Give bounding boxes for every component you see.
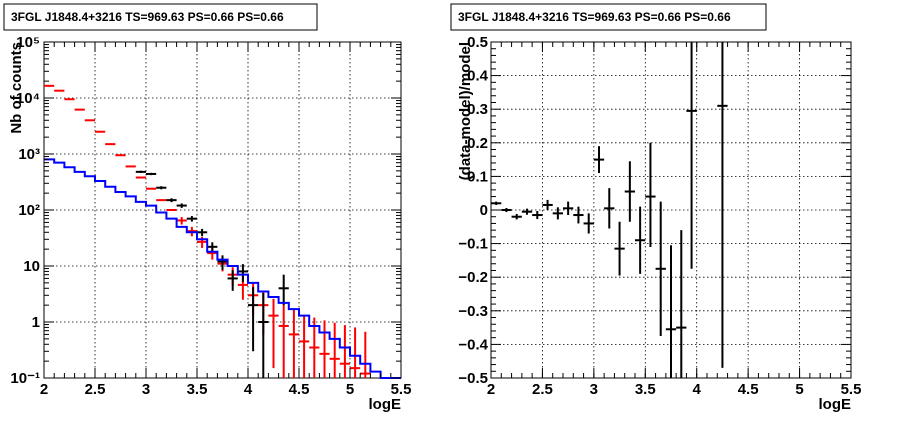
data-point bbox=[186, 216, 197, 222]
data-point bbox=[583, 213, 594, 234]
x-tick-label: 4 bbox=[244, 381, 253, 398]
data-point bbox=[278, 304, 289, 378]
data-point bbox=[501, 207, 512, 213]
y-tick-label: −0.4 bbox=[458, 336, 488, 353]
y-tick-label: 0 bbox=[480, 202, 488, 219]
x-axis-label: logE bbox=[819, 396, 852, 413]
y-tick-label: 0.1 bbox=[467, 168, 488, 185]
data-point bbox=[176, 203, 187, 208]
data-point bbox=[676, 230, 687, 378]
data-point bbox=[350, 327, 361, 378]
data-point bbox=[593, 146, 605, 174]
data-point bbox=[511, 214, 522, 220]
y-tick-label: 0.3 bbox=[467, 101, 488, 118]
data-point bbox=[278, 274, 289, 306]
x-tick-label: 3.5 bbox=[635, 381, 656, 398]
y-tick-label: 10⁴ bbox=[16, 90, 40, 107]
x-tick-label: 3 bbox=[142, 381, 150, 398]
data-point bbox=[146, 172, 157, 176]
data-point bbox=[521, 208, 533, 215]
chart-title: 3FGL J1848.4+3216 TS=969.63 PS=0.66 PS=0… bbox=[458, 10, 731, 24]
data-point bbox=[197, 228, 208, 237]
x-tick-label: 2 bbox=[487, 381, 495, 398]
x-tick-label: 3.5 bbox=[187, 381, 208, 398]
residuals-panel: 2 2.5 3 3.5 4 4.5 5 5.5 −0.5 −0.4 −0.3 −0.2 −0.1 0 0.1… bbox=[450, 3, 862, 413]
data-point bbox=[665, 245, 677, 378]
y-tick-label: 10³ bbox=[18, 146, 40, 163]
x-tick-label: 4.5 bbox=[738, 381, 759, 398]
y-tick-label: 10 bbox=[23, 258, 40, 275]
y-tick-label: 10⁻¹ bbox=[10, 370, 40, 387]
data-point bbox=[309, 317, 320, 378]
y-tick-label: −0.1 bbox=[458, 236, 488, 253]
y-axis-label: (data-model)/model bbox=[457, 42, 474, 180]
data-point bbox=[542, 199, 553, 210]
x-tick-label: 2 bbox=[40, 381, 48, 398]
x-tick-label: 3 bbox=[590, 381, 598, 398]
x-tick-label: 5 bbox=[346, 381, 354, 398]
y-tick-label: 0.5 bbox=[467, 34, 488, 51]
y-tick-label: 0.2 bbox=[467, 135, 488, 152]
x-tick-label: 5 bbox=[795, 381, 803, 398]
x-tick-label: 5.5 bbox=[391, 381, 412, 398]
data-point bbox=[135, 170, 146, 173]
data-point bbox=[645, 142, 656, 247]
data-point bbox=[604, 188, 615, 229]
y-axis-label: Nb of counts bbox=[8, 42, 25, 134]
data-point bbox=[360, 331, 371, 378]
title-box bbox=[450, 3, 767, 31]
data-point bbox=[717, 42, 728, 368]
data-point bbox=[329, 322, 340, 378]
y-tick-label: 1 bbox=[32, 314, 40, 331]
data-point bbox=[156, 186, 167, 190]
data-point bbox=[176, 216, 187, 225]
data-point bbox=[258, 292, 269, 378]
data-point bbox=[288, 309, 299, 378]
title-box bbox=[3, 3, 318, 31]
counts-panel: 2 2.5 3 3.5 4 4.5 5 5.5 10⁻¹ 1 10 10² 10³ 10⁴ 10⁵ 3FGL… bbox=[3, 3, 412, 413]
data-point bbox=[635, 206, 646, 274]
data-point bbox=[686, 42, 697, 269]
data-point bbox=[624, 161, 635, 222]
data-point bbox=[339, 325, 350, 378]
data-point bbox=[217, 255, 228, 270]
data-point bbox=[166, 198, 177, 203]
x-tick-label: 4 bbox=[693, 381, 702, 398]
x-tick-label: 2.5 bbox=[85, 381, 106, 398]
y-tick-label: 10⁵ bbox=[16, 34, 40, 51]
model-step-line bbox=[44, 158, 401, 379]
data-point bbox=[319, 320, 330, 378]
y-tick-label: 10² bbox=[18, 202, 40, 219]
data-point bbox=[268, 298, 279, 369]
data-point bbox=[299, 314, 310, 378]
data-point bbox=[227, 270, 238, 291]
x-axis-label: logE bbox=[369, 396, 402, 413]
data-point bbox=[552, 207, 563, 220]
y-tick-label: 0.4 bbox=[467, 68, 489, 85]
chart-title: 3FGL J1848.4+3216 TS=969.63 PS=0.66 PS=0… bbox=[11, 10, 284, 24]
data-point bbox=[248, 287, 259, 352]
y-tick-label: −0.3 bbox=[458, 303, 488, 320]
x-tick-label: 5.5 bbox=[841, 381, 862, 398]
y-tick-label: −0.5 bbox=[458, 370, 488, 387]
x-tick-label: 2.5 bbox=[532, 381, 553, 398]
data-point bbox=[655, 201, 666, 336]
x-tick-label: 4.5 bbox=[289, 381, 310, 398]
data-point bbox=[563, 201, 574, 216]
data-point bbox=[614, 221, 625, 276]
data-point bbox=[573, 206, 584, 224]
y-tick-label: −0.2 bbox=[458, 269, 488, 286]
data-point bbox=[237, 264, 248, 282]
data-point bbox=[532, 211, 543, 220]
